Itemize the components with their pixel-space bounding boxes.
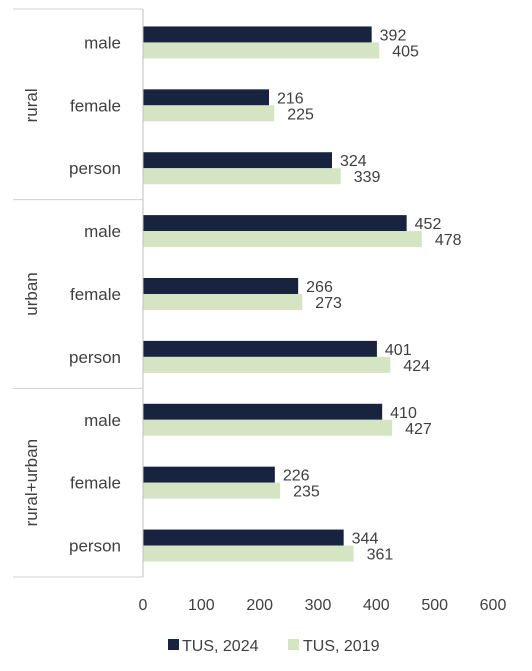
- legend-swatch: [168, 639, 179, 650]
- x-tick-label: 300: [305, 597, 332, 614]
- data-label: 424: [403, 358, 430, 375]
- category-label: male: [84, 222, 121, 241]
- data-label: 339: [354, 169, 381, 186]
- bar-tus-2019: [143, 545, 354, 562]
- data-label: 410: [390, 405, 417, 422]
- category-label: female: [70, 96, 121, 115]
- x-tick-label: 600: [480, 597, 507, 614]
- bar-tus-2024: [143, 403, 383, 420]
- data-label: 427: [405, 421, 432, 438]
- category-label: female: [70, 474, 121, 493]
- data-label: 266: [306, 279, 333, 296]
- category-label: person: [69, 537, 121, 556]
- x-tick-label: 400: [363, 597, 390, 614]
- bar-tus-2019: [143, 231, 422, 248]
- bar-tus-2024: [143, 466, 275, 483]
- category-label: person: [69, 159, 121, 178]
- data-label: 344: [352, 531, 379, 548]
- x-tick-label: 200: [246, 597, 273, 614]
- legend-label: TUS, 2024: [182, 638, 259, 655]
- data-label: 324: [340, 153, 367, 170]
- data-label: 225: [287, 106, 314, 123]
- bar-tus-2024: [143, 529, 344, 546]
- data-label: 478: [435, 232, 462, 249]
- category-label: male: [84, 33, 121, 52]
- data-label: 361: [367, 547, 394, 564]
- bar-tus-2024: [143, 278, 299, 294]
- bar-tus-2019: [143, 419, 393, 436]
- data-label: 392: [380, 27, 407, 44]
- bar-tus-2019: [143, 42, 380, 59]
- group-label: rural: [22, 88, 41, 122]
- bar-tus-2024: [143, 152, 332, 169]
- bar-tus-2019: [143, 105, 275, 122]
- x-tick-label: 500: [421, 597, 448, 614]
- data-label: 273: [315, 295, 342, 312]
- bar-tus-2024: [143, 215, 407, 232]
- bar-tus-2024: [143, 340, 377, 357]
- legend-label: TUS, 2019: [303, 638, 380, 655]
- data-label: 216: [277, 90, 304, 107]
- group-label: rural+urban: [22, 439, 41, 526]
- group-label: urban: [22, 272, 41, 315]
- bar-tus-2024: [143, 26, 372, 43]
- data-label: 401: [385, 342, 412, 359]
- bar-tus-2019: [143, 294, 303, 310]
- bar-tus-2024: [143, 89, 269, 106]
- x-tick-label: 100: [188, 597, 215, 614]
- bar-tus-2019: [143, 356, 391, 373]
- bar-tus-2019: [143, 482, 281, 499]
- category-label: female: [70, 285, 121, 304]
- category-label: male: [84, 411, 121, 430]
- data-label: 405: [392, 43, 419, 60]
- x-tick-label: 0: [139, 597, 148, 614]
- bar-tus-2019: [143, 168, 341, 185]
- data-label: 235: [293, 484, 320, 501]
- category-label: person: [69, 348, 121, 367]
- data-label: 452: [415, 216, 442, 233]
- data-label: 226: [283, 468, 310, 485]
- legend-swatch: [288, 639, 299, 650]
